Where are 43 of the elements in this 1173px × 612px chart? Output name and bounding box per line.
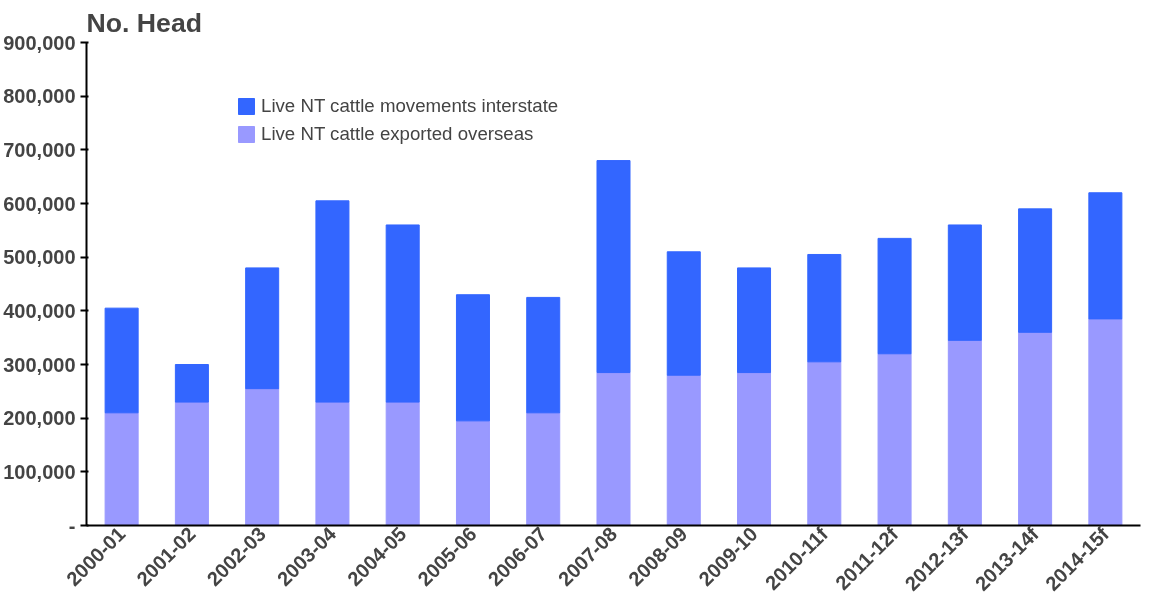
bar [315, 401, 350, 526]
bar [596, 160, 631, 374]
bar [1018, 208, 1053, 333]
y-tick-label: 500,000 [3, 246, 76, 269]
bar [1018, 331, 1053, 526]
bar [245, 267, 280, 390]
y-tick-label: 900,000 [3, 31, 76, 54]
bar [526, 296, 561, 414]
bar [877, 237, 912, 355]
legend-label: Live NT cattle movements interstate [261, 95, 559, 117]
y-tick-label: 200,000 [3, 407, 76, 430]
bar [315, 200, 350, 403]
y-tick-label: 400,000 [3, 299, 76, 322]
bar [737, 372, 772, 526]
bar [666, 251, 701, 376]
bar [385, 224, 420, 403]
bar [455, 294, 490, 422]
bar [807, 361, 842, 526]
bar [877, 353, 912, 526]
bar [174, 364, 209, 403]
bar [596, 372, 631, 526]
y-tick-label: 700,000 [3, 138, 76, 161]
bar [737, 267, 772, 374]
legend-label: Live NT cattle exported overseas [261, 123, 534, 145]
bar [104, 412, 139, 526]
y-tick-label: 800,000 [3, 85, 76, 108]
bar [666, 374, 701, 526]
bar [245, 388, 280, 526]
bar [104, 307, 139, 414]
bar [385, 401, 420, 526]
y-tick-label: - [68, 514, 76, 537]
bar [947, 224, 982, 341]
y-tick-label: 100,000 [3, 460, 76, 483]
bar [455, 420, 490, 526]
y-tick-label: 300,000 [3, 353, 76, 376]
bar [1088, 192, 1123, 320]
bar [174, 401, 209, 526]
bar [807, 253, 842, 363]
y-tick-label: 600,000 [3, 192, 76, 215]
y-axis-title: No. Head [86, 7, 203, 38]
bar [947, 339, 982, 526]
bar [1088, 318, 1123, 526]
bar [526, 412, 561, 526]
